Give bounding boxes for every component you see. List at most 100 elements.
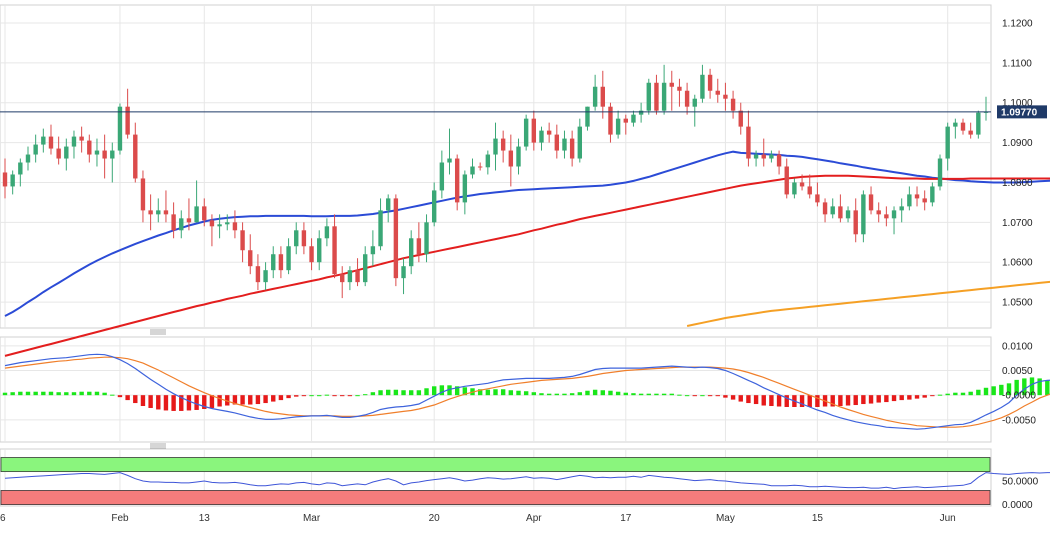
candle-123 (945, 122, 950, 171)
macd-histogram-bar (102, 392, 107, 396)
candle-89 (684, 82, 690, 115)
candle-126 (968, 122, 973, 139)
macd-histogram-bar (600, 390, 605, 396)
candle-37 (286, 238, 291, 275)
macd-histogram-bar (577, 392, 583, 396)
price-tick-label-2: 1.1000 (1002, 98, 1033, 109)
candle-25 (194, 180, 199, 223)
macd-histogram-bar (508, 390, 514, 396)
candle-74 (569, 130, 575, 167)
candle-body (508, 150, 514, 167)
candle-body (585, 106, 590, 127)
candle-31 (240, 222, 245, 263)
candle-body (807, 186, 812, 195)
candle-107 (822, 198, 828, 223)
candle-body (401, 266, 406, 279)
candle-body (217, 224, 222, 227)
candle-body (278, 254, 284, 271)
candle-body (746, 126, 751, 159)
macd-histogram-bar (861, 395, 866, 405)
macd-histogram-bar (462, 387, 468, 396)
macd-histogram-bar (133, 395, 138, 404)
macd-histogram-bar (179, 395, 184, 411)
candle-8 (64, 138, 69, 171)
macd-histogram-bar (301, 395, 307, 397)
macd-histogram-bar (447, 385, 452, 396)
candle-18 (140, 170, 146, 223)
macd-histogram-bar (853, 395, 858, 406)
panel-resize-handle-1[interactable] (148, 443, 168, 449)
date-tick-label-5: Apr (526, 513, 542, 524)
candle-body (830, 206, 835, 215)
candle-95 (730, 90, 736, 119)
date-tick-label-3: Mar (303, 513, 321, 524)
candle-11 (87, 134, 92, 163)
candle-2 (18, 158, 23, 187)
candle-53 (408, 230, 414, 275)
macd-histogram-bar (891, 395, 897, 402)
macd-histogram-bar (248, 395, 253, 405)
candle-body (884, 214, 889, 219)
macd-histogram-bar (271, 395, 276, 402)
candle-body (661, 82, 667, 111)
candle-105 (807, 174, 812, 199)
macd-histogram-bar (2, 392, 8, 396)
candle-body (378, 210, 383, 247)
candle-body (945, 126, 950, 159)
resize-handle-bg[interactable] (148, 443, 168, 448)
macd-histogram-bar (799, 395, 805, 407)
candle-body (953, 122, 958, 127)
candle-42 (324, 218, 330, 247)
candle-92 (707, 68, 713, 99)
resize-handle-bg[interactable] (148, 329, 168, 334)
candle-body (2, 172, 8, 187)
macd-histogram-bar (240, 395, 245, 405)
candle-body (638, 110, 644, 115)
panel-resize-handle-0[interactable] (148, 329, 168, 335)
macd-histogram-bar (370, 392, 376, 396)
candle-body (569, 138, 575, 159)
panel-resize-handles[interactable] (148, 329, 168, 449)
macd-histogram-bar (899, 395, 904, 401)
macd-histogram-bar (202, 395, 207, 409)
macd-histogram-bar (378, 390, 383, 396)
candle-81 (623, 114, 628, 135)
candle-54 (416, 222, 422, 263)
macd-histogram-bar (707, 395, 713, 397)
candle-body (470, 166, 475, 175)
date-tick-label-0: 6 (0, 513, 6, 524)
macd-histogram-bar (661, 393, 667, 396)
candle-body (523, 118, 529, 147)
macd-histogram-bar (217, 395, 222, 407)
candle-118 (907, 186, 912, 211)
candle-88 (677, 78, 682, 107)
candle-body (546, 130, 552, 135)
candle-102 (784, 158, 789, 199)
macd-histogram-bar (684, 395, 690, 397)
macd-histogram-bar (876, 395, 881, 403)
rsi-line (4, 472, 1050, 490)
candle-13 (102, 134, 107, 179)
macd-histogram-bar (784, 395, 789, 407)
macd-histogram-bar (723, 395, 728, 398)
candle-66 (508, 134, 514, 187)
macd-tick-label-2: -0.0000 (1002, 391, 1036, 402)
candle-119 (914, 186, 920, 207)
macd-histogram-bar (18, 391, 23, 396)
candle-36 (278, 246, 284, 279)
candle-body (623, 118, 628, 123)
candle-111 (853, 198, 858, 243)
macd-histogram-bar (286, 395, 291, 399)
candle-body (117, 106, 123, 151)
candle-body (914, 194, 920, 199)
candle-67 (516, 138, 521, 175)
candle-116 (891, 206, 897, 235)
macd-histogram-bar (163, 395, 169, 411)
macd-histogram-bar (1045, 380, 1050, 396)
candle-76 (585, 106, 590, 131)
candle-body (845, 210, 851, 219)
macd-histogram-bar (646, 393, 651, 396)
macd-histogram-bar (48, 391, 54, 396)
macd-histogram-bar (386, 389, 391, 396)
candle-33 (255, 254, 261, 291)
